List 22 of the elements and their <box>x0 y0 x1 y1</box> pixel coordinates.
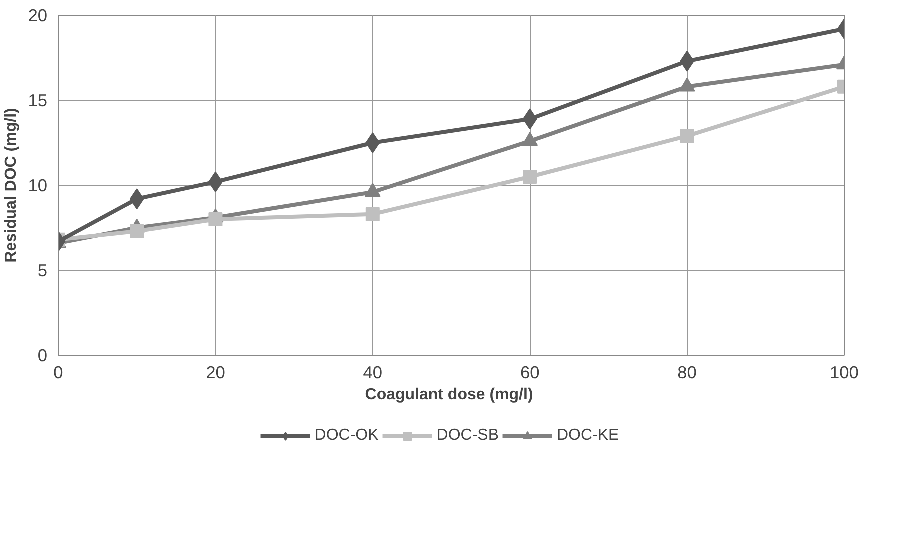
x-tick-label: 100 <box>830 362 859 382</box>
y-tick-label: 0 <box>38 346 48 366</box>
y-tick-label: 5 <box>38 260 48 280</box>
x-axis-title: Coagulant dose (mg/l) <box>365 386 534 404</box>
x-tick-label: 60 <box>520 362 540 382</box>
point <box>130 224 144 238</box>
legend-label: DOC-KE <box>557 427 620 445</box>
legend-label: DOC-SB <box>436 427 499 445</box>
x-tick-label: 0 <box>54 362 64 382</box>
x-tick-label: 20 <box>206 362 226 382</box>
x-tick-label: 40 <box>363 362 383 382</box>
point <box>523 170 538 184</box>
point <box>208 212 223 226</box>
y-tick-label: 10 <box>28 176 48 196</box>
x-tick-label: 80 <box>678 362 697 382</box>
y-axis-title: Residual DOC (mg/l) <box>3 108 20 263</box>
y-tick-label: 15 <box>28 90 48 110</box>
legend-label: DOC-OK <box>314 427 379 445</box>
point <box>366 207 380 222</box>
point <box>680 129 694 144</box>
y-tick-label: 20 <box>28 6 48 26</box>
point <box>366 132 380 154</box>
